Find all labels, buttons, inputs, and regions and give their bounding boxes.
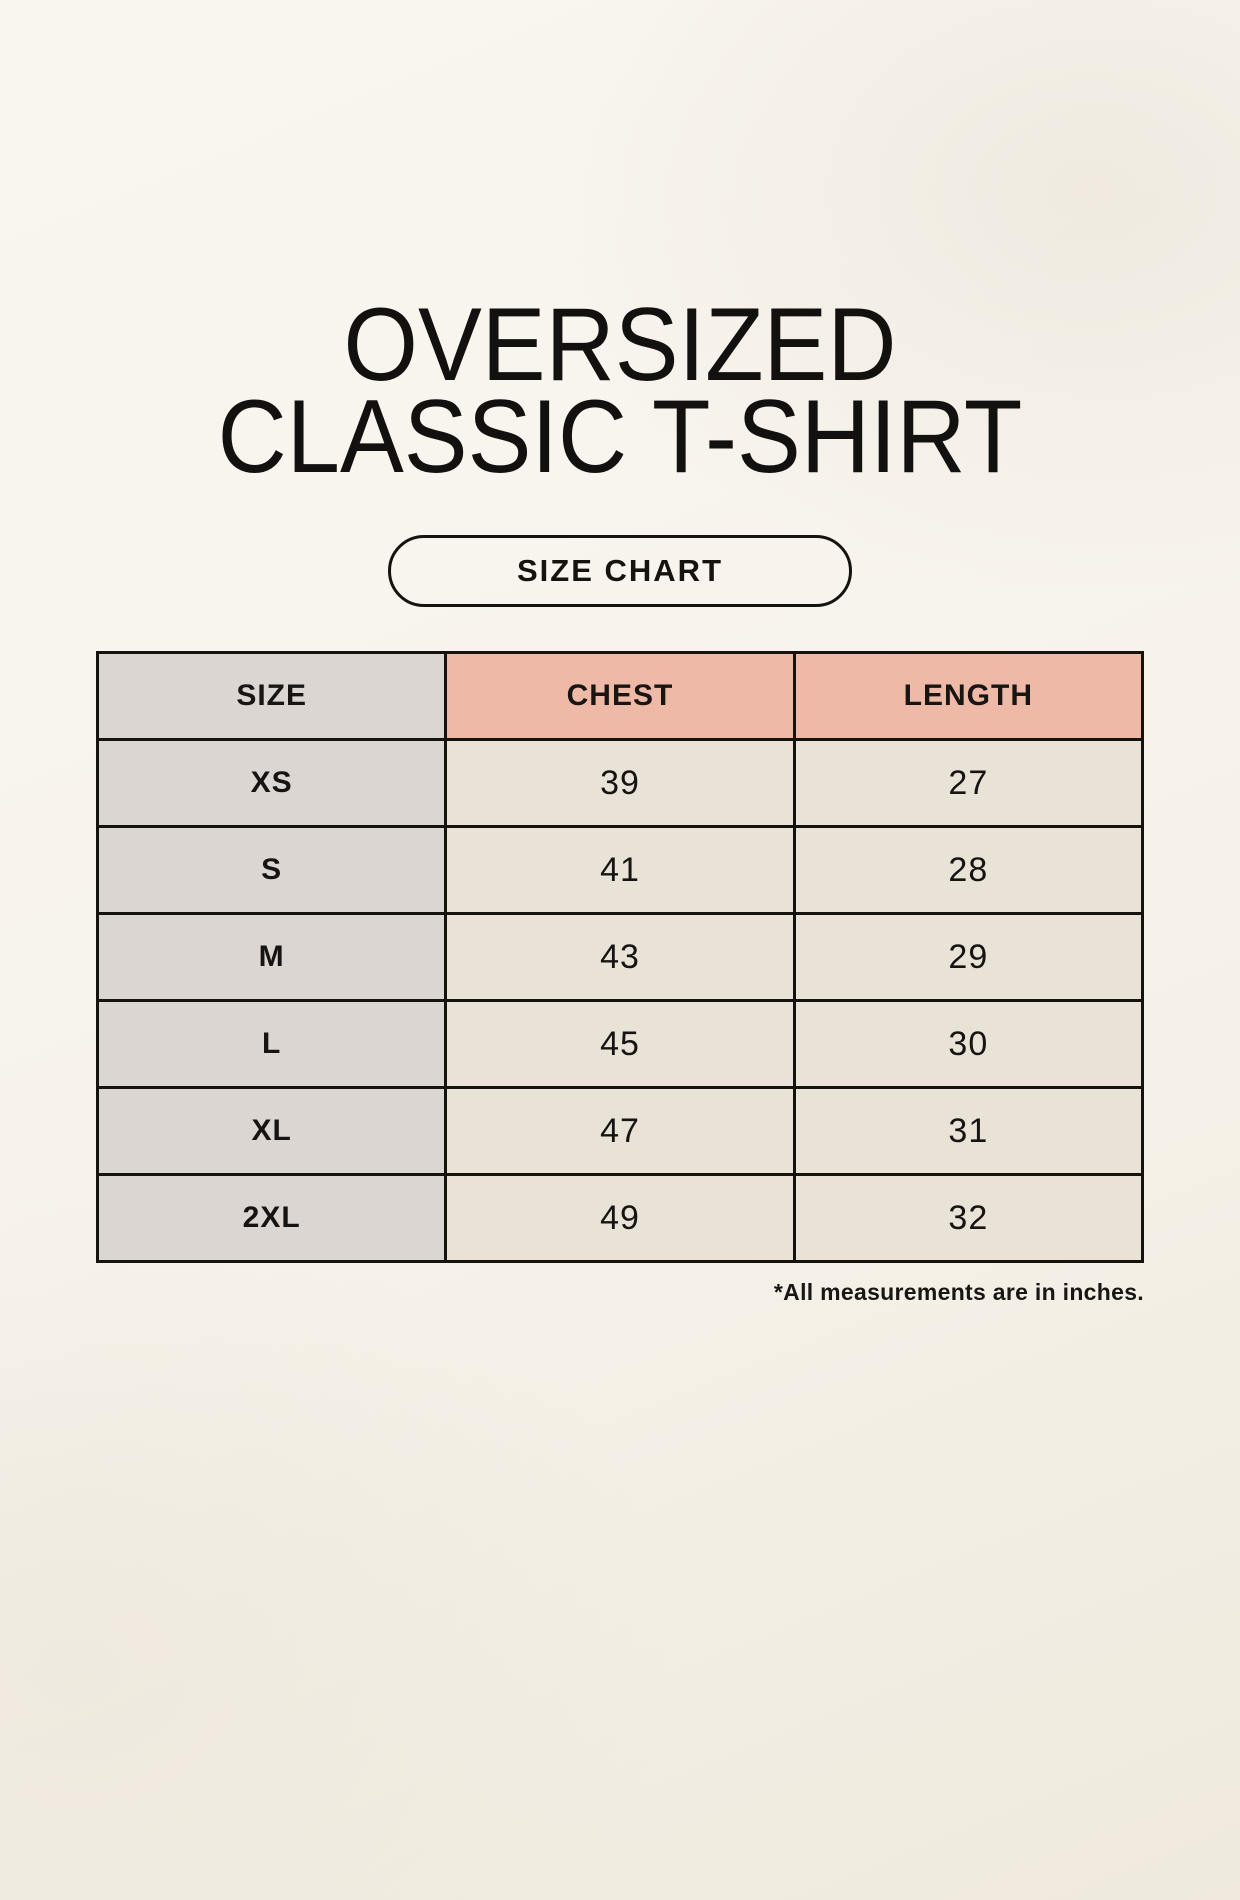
table-row: S 41 28 [95, 825, 1145, 916]
size-chart-table: SIZE CHEST LENGTH XS 39 27 S 41 28 M 43 … [95, 651, 1145, 1264]
size-cell: XL [95, 1086, 448, 1177]
column-header-size: SIZE [95, 651, 448, 742]
table-row: 2XL 49 32 [95, 1173, 1145, 1264]
chest-cell: 45 [444, 999, 796, 1090]
chest-cell: 39 [444, 738, 796, 829]
length-cell: 31 [792, 1086, 1145, 1177]
page-title: OVERSIZED CLASSIC T-SHIRT [50, 287, 1191, 495]
table-row: XS 39 27 [95, 738, 1145, 829]
table-row: XL 47 31 [95, 1086, 1145, 1177]
length-cell: 28 [792, 825, 1145, 916]
size-cell: 2XL [95, 1173, 448, 1264]
page-title-line-2: CLASSIC T-SHIRT [217, 378, 1023, 495]
size-cell: L [95, 999, 448, 1090]
chest-cell: 41 [444, 825, 796, 916]
length-cell: 30 [792, 999, 1145, 1090]
chest-cell: 47 [444, 1086, 796, 1177]
length-cell: 29 [792, 912, 1145, 1003]
table-header-row: SIZE CHEST LENGTH [95, 651, 1145, 742]
size-cell: M [95, 912, 448, 1003]
length-cell: 32 [792, 1173, 1145, 1264]
chest-cell: 49 [444, 1173, 796, 1264]
column-header-chest: CHEST [444, 651, 796, 742]
page-title-line-1: OVERSIZED [343, 287, 897, 403]
size-cell: XS [95, 738, 448, 829]
table-row: M 43 29 [95, 912, 1145, 1003]
size-cell: S [95, 825, 448, 916]
size-chart-button[interactable]: SIZE CHART [388, 535, 852, 608]
chest-cell: 43 [444, 912, 796, 1003]
length-cell: 27 [792, 738, 1145, 829]
measurements-footnote: *All measurements are in inches. [773, 1279, 1144, 1306]
column-header-length: LENGTH [792, 651, 1145, 742]
table-row: L 45 30 [95, 999, 1145, 1090]
